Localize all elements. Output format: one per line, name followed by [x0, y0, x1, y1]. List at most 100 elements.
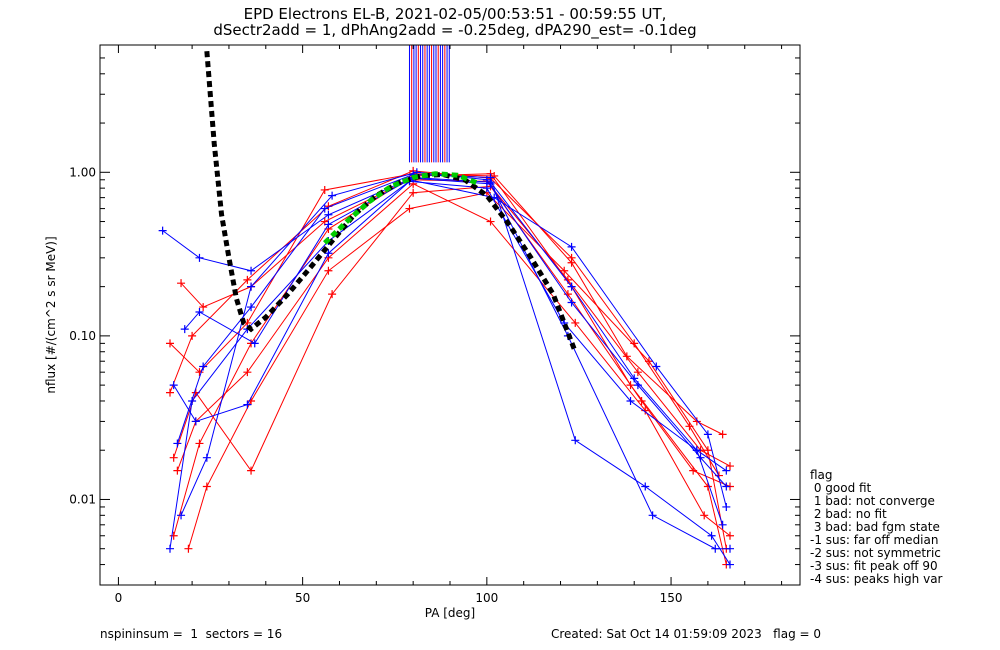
data-point — [250, 339, 259, 348]
series-line — [184, 179, 727, 508]
x-tick-label: 0 — [115, 591, 123, 605]
data-point — [644, 357, 653, 366]
data-point — [726, 531, 734, 540]
series-line — [180, 171, 727, 516]
series-line — [169, 180, 727, 549]
y-axis-label: nflux [#/(cm^2 s sr MeV)] — [44, 236, 58, 393]
chart-subtitle: dSectr2add = 1, dPhAng2add = -0.25deg, d… — [213, 21, 697, 39]
data-point — [195, 307, 204, 316]
series-line — [173, 173, 727, 565]
flag-legend: flag 0 good fit 1 bad: not converge 2 ba… — [810, 469, 942, 586]
data-point — [169, 381, 178, 390]
data-point — [166, 544, 174, 553]
series-line — [180, 179, 731, 467]
data-point — [703, 482, 712, 491]
data-point — [718, 520, 727, 529]
data-point — [247, 303, 256, 312]
data-point — [166, 339, 174, 348]
x-tick-label: 100 — [475, 591, 498, 605]
data-point — [320, 204, 329, 213]
fit-curve — [322, 171, 481, 245]
data-point — [173, 439, 182, 448]
data-point — [722, 466, 731, 475]
x-tick-label: 150 — [660, 591, 683, 605]
data-point — [490, 193, 499, 202]
legend-item: 3 bad: bad fgm state — [810, 520, 940, 534]
data-point — [567, 258, 576, 267]
data-point — [486, 217, 495, 226]
data-point — [169, 531, 178, 540]
data-point — [718, 430, 727, 439]
data-point — [243, 400, 252, 409]
data-point — [637, 396, 646, 405]
legend-item: 1 bad: not converge — [810, 494, 935, 508]
data-point — [703, 430, 712, 439]
data-point — [726, 462, 734, 471]
data-point — [707, 531, 716, 540]
data-point — [689, 466, 698, 475]
series-line — [187, 192, 727, 549]
data-point — [722, 502, 731, 511]
data-point — [320, 185, 329, 194]
data-point — [173, 466, 182, 475]
data-point — [652, 362, 661, 371]
data-point — [177, 511, 186, 520]
data-point — [482, 175, 491, 184]
x-tick-label: 50 — [295, 591, 310, 605]
y-tick-label: 0.01 — [69, 492, 96, 506]
data-point — [195, 253, 204, 262]
data-point — [324, 220, 333, 229]
data-point — [247, 266, 256, 275]
data-point — [692, 417, 701, 426]
data-point — [703, 446, 712, 455]
data-point — [191, 417, 200, 426]
y-tick-label: 1.00 — [69, 165, 96, 179]
data-point — [324, 266, 333, 275]
data-point — [158, 226, 167, 235]
series-line — [176, 173, 731, 565]
data-point — [324, 249, 333, 258]
data-point — [648, 511, 657, 520]
data-point — [571, 318, 580, 327]
legend-item: -2 sus: not symmetric — [810, 546, 941, 560]
legend-item: -1 sus: far off median — [810, 533, 939, 547]
legend-item: 2 bad: no fit — [810, 507, 887, 521]
x-axis-label: PA [deg] — [425, 606, 475, 620]
chart-title: EPD Electrons EL-B, 2021-02-05/00:53:51 … — [243, 5, 667, 23]
data-point — [188, 331, 197, 340]
data-point — [726, 560, 734, 569]
data-point — [243, 368, 252, 377]
data-point — [247, 466, 256, 475]
data-point — [567, 282, 576, 291]
footer-spin-info: nspininsum = 1 sectors = 16 — [100, 627, 283, 641]
data-point — [166, 388, 174, 397]
data-point — [184, 544, 193, 553]
axes: 0 50 100 150 0.01 0.10 1.00 — [69, 44, 800, 605]
series-line — [173, 185, 731, 487]
data-point — [567, 298, 576, 307]
fit-curves — [204, 50, 578, 353]
data-point — [626, 396, 635, 405]
data-point — [199, 303, 208, 312]
y-tick-label: 0.10 — [69, 329, 96, 343]
data-series — [158, 166, 734, 569]
data-point — [328, 290, 337, 299]
series-line — [173, 177, 730, 550]
data-point — [195, 439, 204, 448]
data-point — [696, 453, 705, 462]
data-point — [567, 242, 576, 251]
data-point — [169, 453, 178, 462]
data-point — [202, 482, 211, 491]
data-point — [324, 210, 333, 219]
data-point — [722, 482, 731, 491]
data-point — [726, 544, 734, 553]
data-point — [199, 362, 208, 371]
spike-markers — [408, 45, 450, 163]
data-point — [482, 184, 491, 193]
data-point — [247, 282, 256, 291]
data-point — [243, 275, 252, 284]
data-point — [633, 368, 642, 377]
data-point — [202, 453, 211, 462]
fit-curve — [204, 50, 578, 353]
